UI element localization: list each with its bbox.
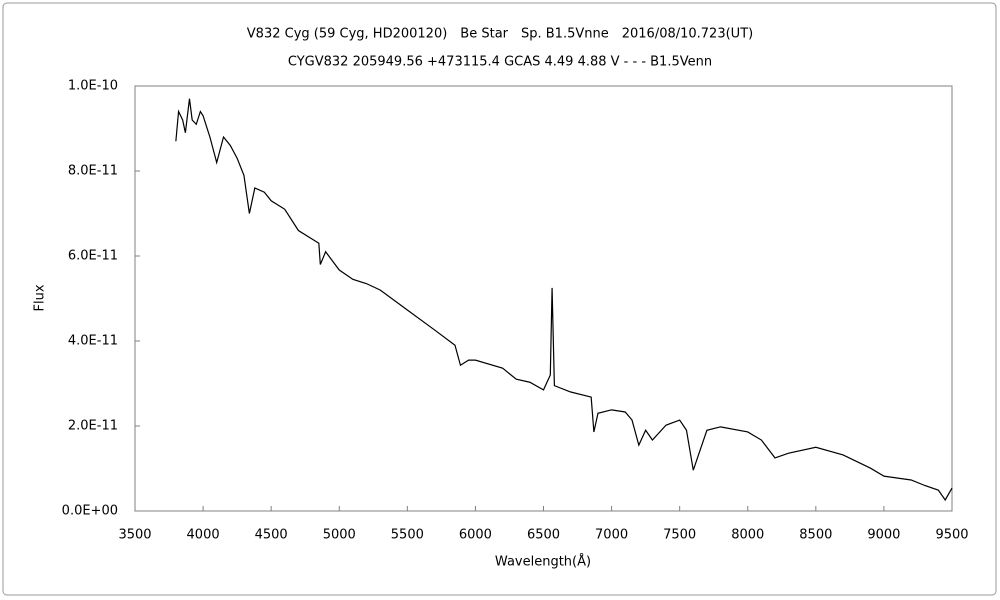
y-axis-label: Flux [33, 284, 48, 311]
x-tick-label: 7500 [663, 528, 696, 543]
x-tick-label: 3500 [118, 528, 151, 543]
chart-title: V832 Cyg (59 Cyg, HD200120) Be Star Sp. … [247, 27, 753, 42]
x-tick-label: 8000 [731, 528, 764, 543]
y-tick-label: 0.0E+00 [62, 504, 118, 519]
y-tick-label: 8.0E-11 [68, 164, 118, 179]
x-axis-label: Wavelength(Å) [495, 554, 591, 570]
x-tick-label: 7000 [595, 528, 628, 543]
x-tick-label: 9000 [867, 528, 900, 543]
x-tick-label: 8500 [799, 528, 832, 543]
x-tick-label: 6500 [527, 528, 560, 543]
x-tick-label: 4000 [187, 528, 220, 543]
x-tick-label: 6000 [459, 528, 492, 543]
y-tick-label: 6.0E-11 [68, 249, 118, 264]
x-tick-label: 5000 [323, 528, 356, 543]
y-tick-label: 1.0E-10 [68, 79, 118, 94]
y-tick-label: 4.0E-11 [68, 334, 118, 349]
y-tick-label: 2.0E-11 [68, 419, 118, 434]
x-tick-label: 9500 [935, 528, 968, 543]
x-tick-label: 4500 [255, 528, 288, 543]
x-tick-label: 5500 [391, 528, 424, 543]
chart-subtitle: CYGV832 205949.56 +473115.4 GCAS 4.49 4.… [288, 55, 712, 70]
spectrum-line [175, 98, 953, 502]
